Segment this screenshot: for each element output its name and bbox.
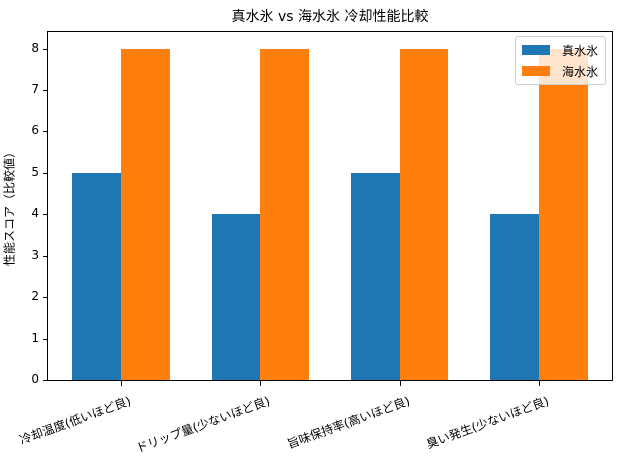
- chart-title: 真水氷 vs 海水氷 冷却性能比較: [231, 9, 429, 25]
- y-tick: [43, 131, 47, 133]
- x-tick: [399, 381, 401, 386]
- y-tick: [43, 297, 47, 299]
- bar-freshwater: [490, 214, 539, 380]
- y-tick-label: 1: [31, 330, 39, 345]
- bar-seawater: [121, 48, 170, 380]
- bar-freshwater: [350, 172, 400, 380]
- y-tick-label: 6: [31, 123, 39, 138]
- plot-area: 0 1 2 3 4 5 6 7 8: [31, 31, 613, 386]
- y-tick-label: 4: [31, 206, 39, 221]
- y-tick-label: 3: [31, 247, 39, 262]
- y-tick-label: 8: [31, 40, 39, 55]
- y-axis-label: 性能スコア（比較値）: [2, 145, 17, 267]
- x-tick-label: 臭い発生(少ないほど良): [424, 393, 551, 452]
- legend-label: 海水氷: [562, 64, 599, 79]
- x-tick: [538, 381, 540, 386]
- bar-seawater: [399, 48, 449, 380]
- x-tick-label: ドリップ量(少ないほど良): [134, 393, 273, 456]
- y-tick-label: 0: [31, 372, 39, 386]
- y-tick: [43, 255, 47, 257]
- x-tick-label: 冷却温度(低いほど良): [17, 393, 133, 448]
- bar-freshwater: [72, 172, 122, 380]
- y-tick: [43, 90, 47, 91]
- legend-label: 真水氷: [562, 43, 599, 58]
- y-tick: [43, 380, 47, 381]
- legend: 真水氷 海水氷: [515, 36, 606, 85]
- legend-item-freshwater-ice: 真水氷: [522, 42, 598, 58]
- legend-item-seawater-ice: 海水氷: [522, 63, 598, 79]
- y-tick: [43, 172, 47, 174]
- y-tick: [43, 48, 47, 50]
- bar-seawater: [538, 48, 588, 380]
- x-tick-label: 旨味保持率(高いほど良): [285, 393, 412, 452]
- y-tick-label: 5: [31, 164, 39, 179]
- bar-freshwater: [211, 214, 261, 380]
- bar-seawater: [260, 48, 310, 380]
- y-tick: [43, 214, 47, 216]
- legend-swatch-icon: [522, 66, 550, 76]
- y-tick-label: 2: [31, 289, 39, 304]
- y-tick: [43, 338, 47, 340]
- x-tick: [121, 381, 123, 386]
- x-tick: [260, 381, 262, 386]
- y-tick-label: 7: [31, 82, 39, 96]
- legend-swatch-icon: [522, 45, 550, 55]
